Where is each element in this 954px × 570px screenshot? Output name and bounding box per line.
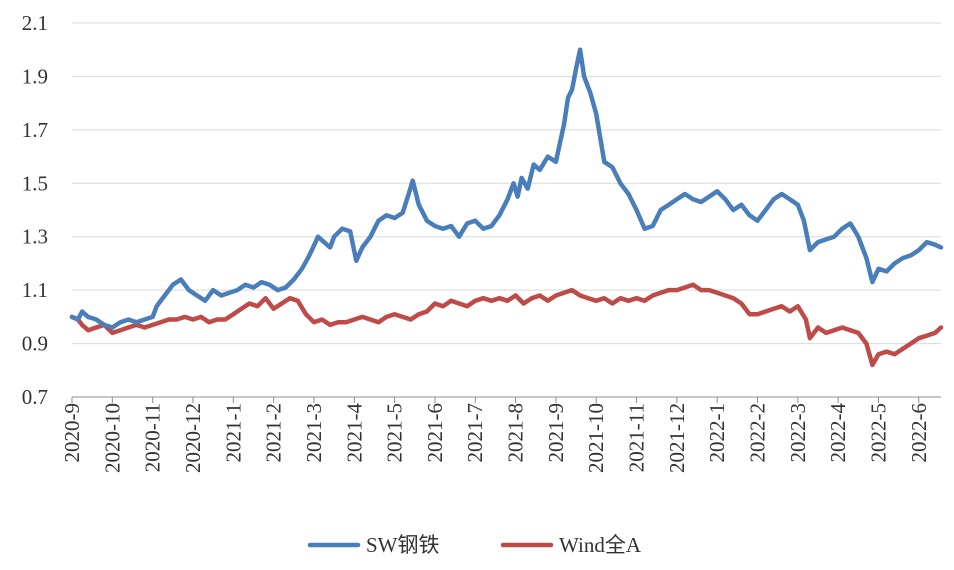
x-tick-label: 2021-6 bbox=[423, 403, 447, 463]
x-tick-label: 2021-9 bbox=[544, 403, 568, 463]
y-tick-label: 1.9 bbox=[22, 64, 48, 88]
y-tick-label: 1.7 bbox=[22, 118, 48, 142]
x-tick-label: 2022-1 bbox=[705, 403, 729, 463]
y-tick-label: 1.5 bbox=[22, 171, 48, 195]
x-tick-label: 2022-3 bbox=[786, 403, 810, 463]
x-tick-label: 2021-10 bbox=[584, 403, 608, 473]
x-tick-label: 2020-11 bbox=[141, 403, 165, 472]
x-axis: 2020-9 2020-10 2020-11 2020-12 2021-1 2021-2 2… bbox=[60, 396, 941, 473]
x-tick-label: 2021-5 bbox=[383, 403, 407, 463]
series-line-sw-steel bbox=[69, 47, 944, 330]
x-tick-label: 2021-7 bbox=[463, 403, 487, 463]
x-tick-label: 2022-4 bbox=[826, 403, 850, 463]
series-lines bbox=[69, 47, 944, 368]
x-tick-label: 2021-1 bbox=[221, 403, 245, 463]
x-tick-label: 2020-9 bbox=[60, 403, 84, 463]
legend: SW钢铁 Wind全A bbox=[307, 533, 642, 557]
x-tick-label: 2022-6 bbox=[907, 403, 931, 463]
x-tick-label: 2021-12 bbox=[665, 403, 689, 473]
x-tick-label: 2021-11 bbox=[625, 403, 649, 472]
legend-label: Wind全A bbox=[559, 533, 642, 557]
x-tick-label: 2020-10 bbox=[100, 403, 124, 473]
legend-label: SW钢铁 bbox=[366, 533, 440, 557]
x-tick-label: 2022-2 bbox=[746, 403, 770, 463]
x-tick-label: 2021-3 bbox=[302, 403, 326, 463]
y-tick-label: 1.1 bbox=[22, 278, 48, 302]
y-tick-label: 0.9 bbox=[22, 332, 48, 356]
y-axis: 0.7 0.9 1.1 1.3 1.5 1.7 1.9 2.1 bbox=[22, 11, 48, 409]
gridlines bbox=[72, 22, 941, 345]
x-tick-label: 2020-12 bbox=[181, 403, 205, 473]
x-tick-label: 2021-4 bbox=[342, 403, 366, 463]
x-tick-label: 2021-8 bbox=[504, 403, 528, 463]
y-tick-label: 0.7 bbox=[22, 385, 48, 409]
y-tick-label: 2.1 bbox=[22, 11, 48, 35]
series-line-wind-all-a bbox=[69, 282, 944, 368]
y-tick-label: 1.3 bbox=[22, 225, 48, 249]
x-tick-label: 2021-2 bbox=[262, 403, 286, 463]
x-tick-label: 2022-5 bbox=[866, 403, 890, 463]
